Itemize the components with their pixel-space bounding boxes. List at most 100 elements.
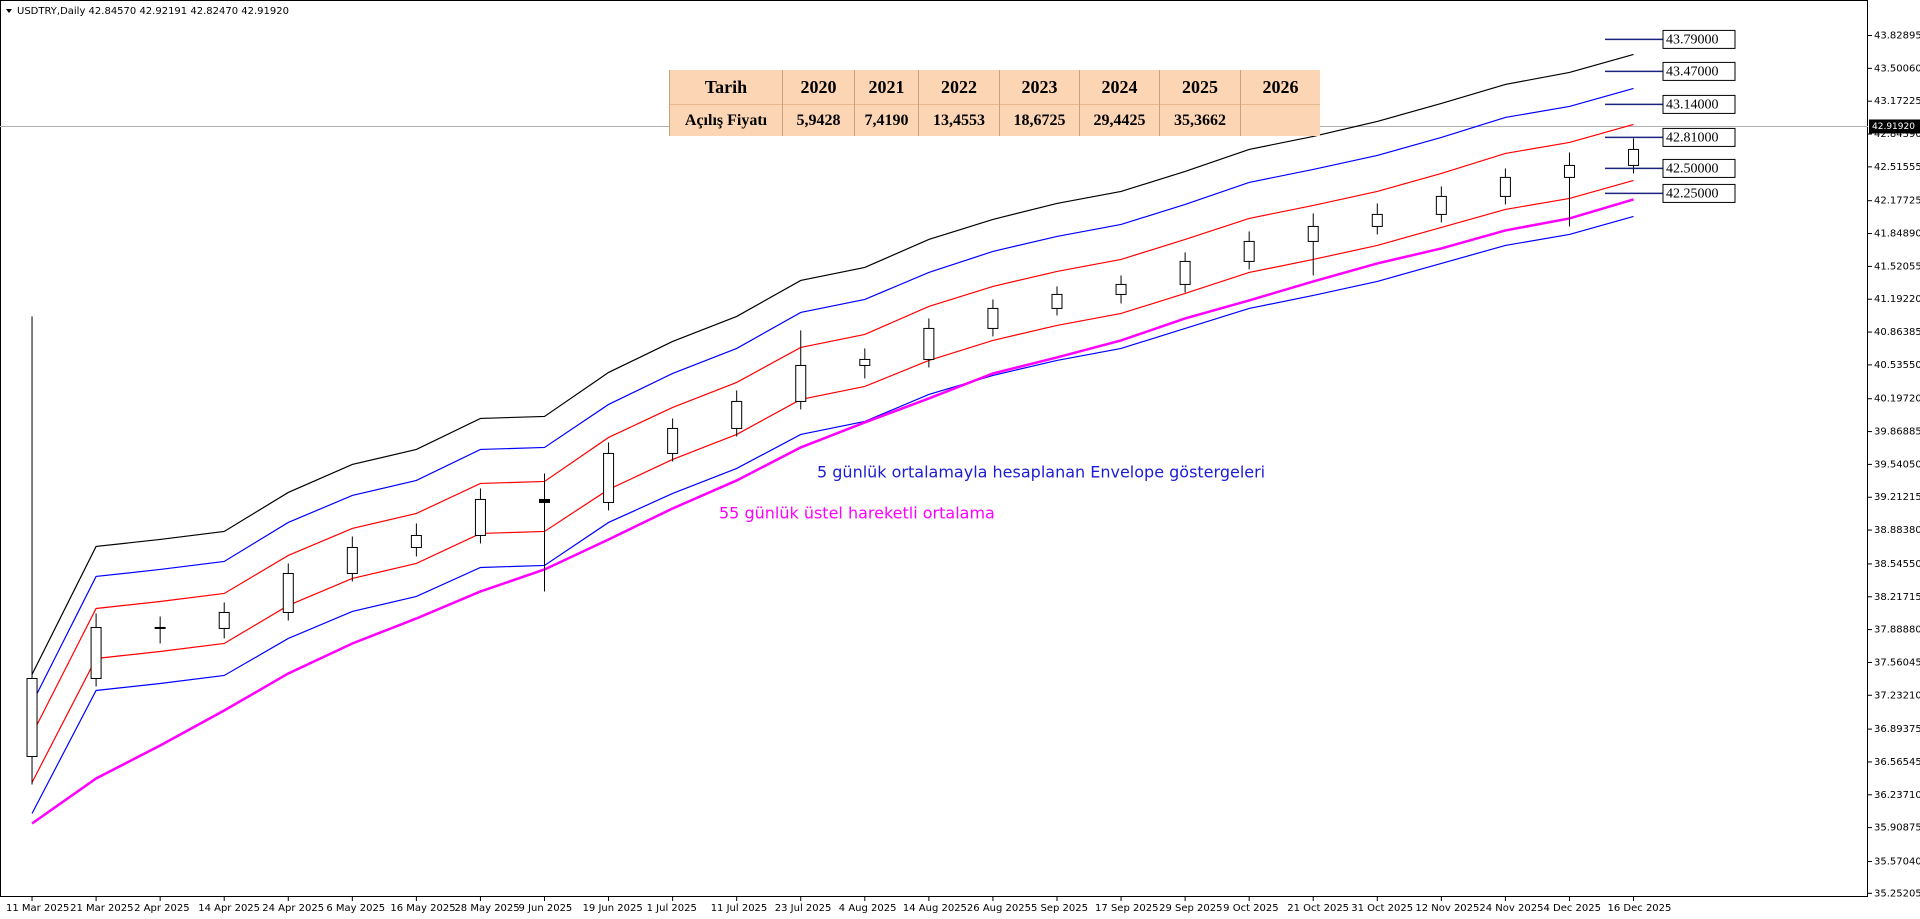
candle-body: [987, 307, 999, 329]
table-cell: 2026: [1240, 70, 1320, 105]
candle-body: [282, 572, 294, 613]
table-cell: 2022: [918, 70, 1000, 105]
x-tick-label: 26 Aug 2025: [967, 903, 1031, 914]
table-cell: 2020: [782, 70, 855, 105]
x-tick-label: 9 Oct 2025: [1223, 903, 1278, 914]
candle-body: [90, 626, 102, 679]
envelope-line: [31, 123, 1634, 735]
y-tick-label: 37.23210: [1874, 690, 1920, 701]
y-tick-label: 37.88880: [1874, 625, 1920, 636]
x-tick-label: 9 Jun 2025: [519, 903, 573, 914]
x-tick-label: 11 Mar 2025: [6, 903, 69, 914]
candle-body: [154, 626, 166, 629]
table-cell: [1240, 104, 1320, 136]
x-tick-label: 29 Sep 2025: [1159, 903, 1222, 914]
level-box: [1662, 158, 1736, 178]
x-tick-label: 19 Jun 2025: [583, 903, 643, 914]
x-tick-label: 14 Aug 2025: [903, 903, 967, 914]
table-cell: 2021: [854, 70, 919, 105]
table-cell: 29,4425: [1079, 104, 1160, 136]
candle-body: [1115, 283, 1127, 295]
level-box: [1662, 94, 1736, 114]
candle-body: [859, 358, 871, 366]
x-tick-label: 16 May 2025: [390, 903, 455, 914]
x-tick-label: 24 Apr 2025: [262, 903, 324, 914]
y-tick-label: 39.54050: [1874, 459, 1920, 470]
chart-title: USDTRY,Daily 42.84570 42.92191 42.82470 …: [17, 6, 289, 17]
envelope-line: [31, 87, 1634, 704]
candle-body: [26, 677, 38, 757]
table-cell: Tarih: [669, 70, 783, 105]
level-box: [1662, 29, 1736, 49]
level-label: 42.81000: [1666, 131, 1719, 146]
table-cell: 18,6725: [999, 104, 1080, 136]
ema-line: [31, 198, 1634, 825]
y-tick-label: 40.86385: [1874, 327, 1920, 338]
level-label: 43.79000: [1666, 33, 1719, 48]
x-tick-label: 1 Jul 2025: [647, 903, 697, 914]
y-tick-label: 35.57040: [1874, 856, 1920, 867]
x-tick-label: 23 Jul 2025: [775, 903, 832, 914]
candle-body: [1435, 195, 1447, 215]
candle-body: [1628, 148, 1640, 166]
x-tick-label: 5 Sep 2025: [1031, 903, 1088, 914]
x-tick-label: 21 Oct 2025: [1287, 903, 1349, 914]
table-cell: 2024: [1079, 70, 1160, 105]
candle-body: [539, 498, 551, 503]
level-label: 42.50000: [1666, 162, 1719, 177]
annotation: 55 günlük üstel hareketli ortalama: [719, 504, 995, 523]
y-tick-label: 36.56545: [1874, 757, 1920, 768]
level-label: 43.47000: [1666, 65, 1719, 80]
candle-body: [603, 452, 615, 503]
table-cell: 2023: [999, 70, 1080, 105]
y-tick-label: 38.54550: [1874, 559, 1920, 570]
candle-body: [923, 327, 935, 360]
y-tick-label: 42.17725: [1874, 196, 1920, 207]
candle-body: [1371, 213, 1383, 227]
y-tick-label: 36.23710: [1874, 790, 1920, 801]
x-tick-label: 17 Sep 2025: [1095, 903, 1158, 914]
level-box: [1662, 183, 1736, 203]
table-cell: 2025: [1159, 70, 1241, 105]
candle-body: [218, 611, 230, 629]
last-price-label: 42.91920: [1872, 122, 1915, 132]
level-box: [1662, 127, 1736, 147]
y-tick-label: 39.86885: [1874, 427, 1920, 438]
x-tick-label: 16 Dec 2025: [1608, 903, 1672, 914]
y-tick-label: 37.56045: [1874, 657, 1920, 668]
x-tick-label: 4 Aug 2025: [839, 903, 897, 914]
x-tick-label: 4 Dec 2025: [1543, 903, 1601, 914]
candle-body: [1243, 240, 1255, 262]
menu-arrow: [6, 9, 12, 13]
y-tick-label: 38.21715: [1874, 592, 1920, 603]
rate-table: Tarih 2020 2021 2022 2023 2024 2025 2026 Açılış…: [669, 70, 1320, 136]
table-cell: 35,3662: [1159, 104, 1241, 136]
x-tick-label: 31 Oct 2025: [1351, 903, 1413, 914]
y-tick-label: 40.53550: [1874, 360, 1920, 371]
table-cell: Açılış Fiyatı: [669, 104, 783, 136]
x-tick-label: 11 Jul 2025: [711, 903, 768, 914]
y-tick-label: 40.19720: [1874, 394, 1920, 405]
candle-body: [410, 534, 422, 548]
y-tick-label: 41.84890: [1874, 229, 1920, 240]
y-tick-label: 35.25205: [1874, 888, 1920, 899]
candle-body: [1563, 164, 1575, 178]
candle-body: [346, 546, 358, 574]
y-tick-label: 39.21215: [1874, 492, 1920, 503]
y-tick-label: 35.90875: [1874, 823, 1920, 834]
table-cell: 5,9428: [782, 104, 855, 136]
level-label: 42.25000: [1666, 187, 1719, 202]
x-tick-label: 24 Nov 2025: [1479, 903, 1543, 914]
x-tick-label: 21 Mar 2025: [70, 903, 133, 914]
x-tick-label: 28 May 2025: [454, 903, 519, 914]
envelope-line: [31, 179, 1634, 783]
x-tick-label: 14 Apr 2025: [198, 903, 260, 914]
candle-body: [474, 498, 486, 536]
envelope-line: [31, 215, 1634, 814]
candle-body: [731, 400, 743, 429]
y-tick-label: 43.82895: [1874, 31, 1920, 42]
y-tick-label: 42.51555: [1874, 162, 1920, 173]
x-tick-label: 6 May 2025: [326, 903, 385, 914]
annotation: 5 günlük ortalamayla hesaplanan Envelope…: [817, 463, 1265, 482]
